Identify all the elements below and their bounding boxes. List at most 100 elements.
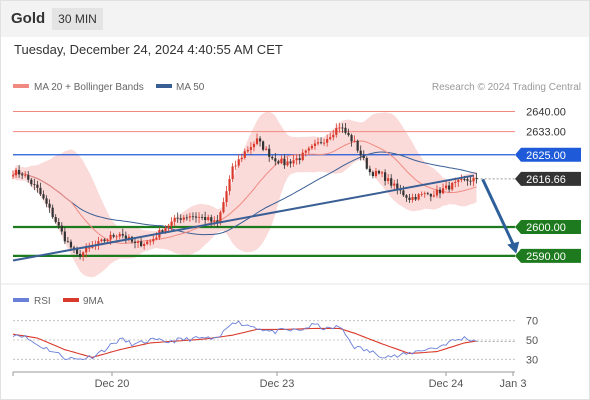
candle-body (387, 178, 390, 181)
candle (27, 171, 30, 183)
candle (359, 145, 362, 161)
candle (42, 190, 45, 200)
candle-body (27, 175, 30, 180)
candle (310, 143, 313, 151)
ma9-legend-swatch (63, 298, 79, 302)
candle-body (164, 227, 167, 233)
candle-body (405, 195, 408, 198)
candle-body (402, 190, 405, 196)
candle (252, 141, 256, 152)
candle-body (69, 241, 73, 248)
candle (393, 179, 396, 191)
candle (405, 194, 408, 202)
price-level-value: 2625.00 (526, 150, 566, 162)
candle (408, 193, 411, 203)
candle-body (441, 188, 445, 194)
candle (466, 177, 469, 186)
candle (149, 239, 152, 246)
candle (307, 146, 310, 155)
candle (115, 234, 118, 241)
candle (18, 164, 21, 178)
ma50-line (12, 151, 477, 236)
candle-body (66, 241, 69, 243)
candle-body (179, 218, 182, 220)
chart-header: Gold 30 MIN (1, 1, 589, 37)
candle-body (219, 212, 222, 224)
candle-body (97, 241, 100, 245)
candle (197, 212, 201, 224)
candle (344, 122, 347, 135)
candle-body (216, 220, 219, 224)
candle (21, 171, 24, 180)
candle (121, 228, 124, 239)
candle-body (176, 217, 179, 219)
candle-body (103, 239, 106, 242)
candle (274, 153, 277, 166)
candle (265, 146, 268, 151)
forecast-arrow-head (507, 241, 520, 254)
timeframe-badge[interactable]: 30 MIN (52, 8, 103, 30)
price-levels-layer (13, 110, 515, 257)
candle-body (152, 239, 155, 242)
candle (380, 171, 384, 178)
candle (106, 238, 109, 243)
candle (387, 174, 390, 185)
candle-body (121, 234, 124, 236)
candle-body (338, 127, 341, 129)
price-level-label: 2633.00 (526, 127, 566, 139)
candle-body (88, 247, 91, 249)
price-level-value: 2590.00 (526, 251, 566, 263)
candle (36, 180, 39, 193)
candle-body (451, 182, 454, 190)
candle (188, 212, 191, 222)
ma20-legend-label: MA 20 + Bollinger Bands (34, 82, 144, 93)
candle-body (268, 148, 271, 157)
candle-body (316, 142, 320, 144)
candle-body (170, 221, 173, 226)
candle (191, 212, 195, 221)
candle (423, 191, 426, 198)
candle-body (246, 149, 249, 152)
candle-body (347, 132, 350, 136)
candle (338, 122, 341, 133)
candle-body (30, 179, 33, 185)
candle-body (42, 194, 45, 199)
candle-body (368, 168, 371, 173)
candle-body (323, 142, 326, 144)
candle-body (350, 135, 353, 142)
candle-body (173, 217, 176, 222)
candle (448, 181, 451, 193)
candle (222, 197, 225, 214)
candle (298, 154, 301, 165)
candle-body (18, 169, 21, 175)
candle-body (255, 138, 259, 144)
price-level-value: 2616.66 (526, 174, 566, 186)
candle-body (286, 161, 289, 166)
candle (451, 181, 454, 192)
candle (426, 191, 429, 196)
candle-body (222, 202, 225, 213)
candle (313, 139, 317, 150)
candle-body (448, 185, 451, 190)
instrument-title: Gold (11, 10, 46, 27)
candle-body (82, 252, 85, 257)
candle-body (274, 158, 277, 162)
candle (292, 154, 295, 167)
candle-body (475, 177, 478, 179)
time-tick-label: Dec 20 (95, 378, 130, 390)
candle-body (310, 145, 313, 149)
trendline-layer (12, 174, 520, 262)
candle (30, 177, 33, 187)
candle-body (79, 253, 82, 257)
candle (176, 212, 179, 223)
candle-body (472, 177, 475, 182)
candle (82, 251, 85, 261)
candle (469, 175, 472, 186)
candle (475, 173, 478, 184)
candle-body (365, 158, 368, 169)
candle (152, 235, 155, 245)
candle-body (313, 143, 317, 146)
candle-body (45, 198, 48, 204)
candle (286, 157, 289, 167)
